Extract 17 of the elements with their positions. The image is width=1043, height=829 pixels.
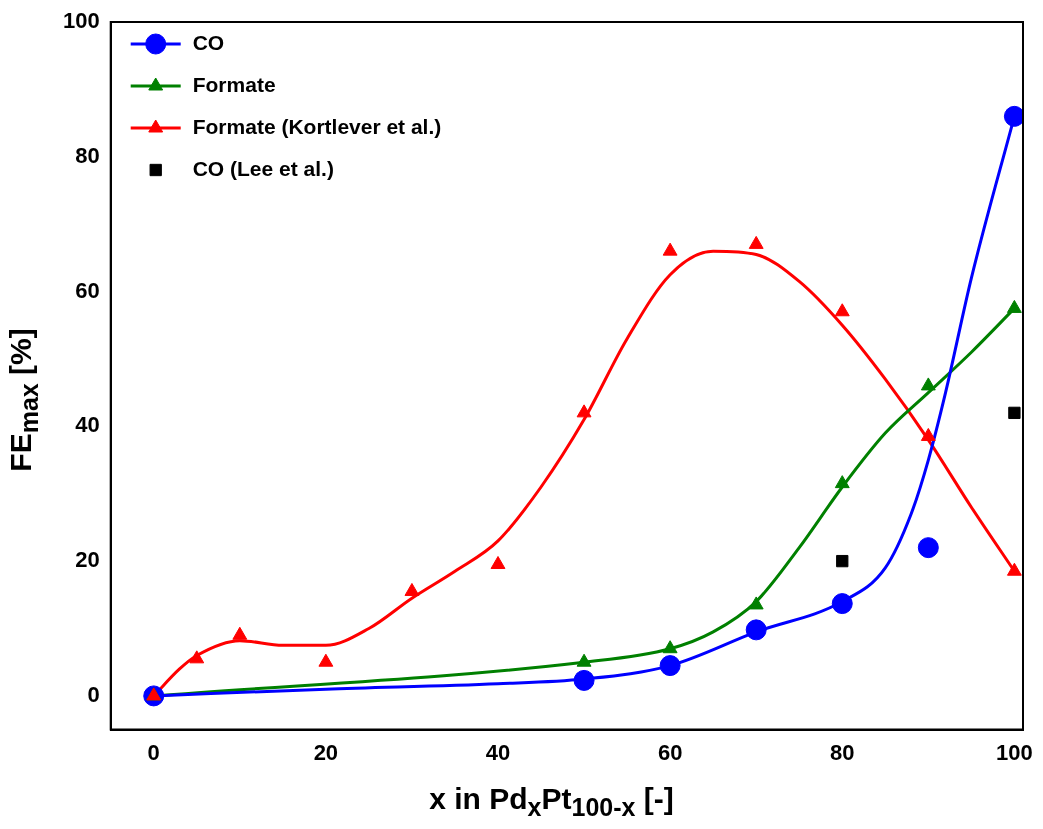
y-tick-label: 40	[75, 412, 100, 438]
x-tick-label: 20	[313, 739, 339, 765]
y-tick-label: 0	[87, 681, 100, 707]
legend-label: Formate	[192, 72, 276, 96]
legend-label: CO (Lee et al.)	[192, 156, 334, 180]
y-tick-label: 80	[75, 142, 100, 168]
x-axis-title: x in Pd$_{x}$Pt$_{100-x}$ [-]	[428, 782, 675, 822]
legend-label: Formate (Kortlever et al.)	[192, 114, 442, 138]
x-tick-label: 0	[147, 739, 160, 765]
legend-label: CO	[192, 30, 225, 54]
x-tick-label: 80	[830, 739, 855, 765]
x-tick-label: 60	[657, 739, 683, 765]
y-tick-label: 60	[75, 277, 100, 303]
x-tick-label: 100	[996, 739, 1033, 765]
y-tick-label: 100	[62, 8, 100, 34]
x-tick-label: 40	[485, 739, 511, 765]
y-tick-label: 20	[75, 547, 100, 573]
